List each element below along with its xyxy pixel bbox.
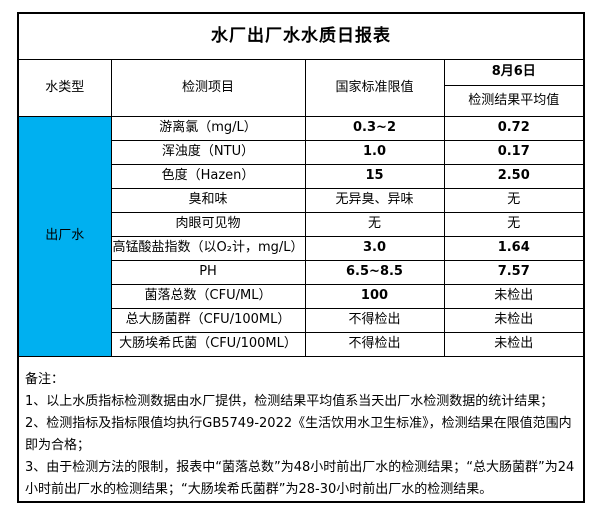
limit-cell: 不得检出 bbox=[304, 308, 445, 333]
item-cell: PH bbox=[110, 260, 306, 285]
table-row: 浑浊度（NTU） 1.0 0.17 bbox=[18, 140, 585, 165]
item-cell: 游离氯（mg/L） bbox=[110, 116, 306, 141]
result-cell: 无 bbox=[443, 188, 585, 213]
table-row: PH 6.5~8.5 7.57 bbox=[18, 260, 585, 285]
item-cell: 高锰酸盐指数（以O₂计，mg/L） bbox=[110, 236, 306, 261]
table-row: 总大肠菌群（CFU/100ML） 不得检出 未检出 bbox=[18, 308, 585, 333]
table-row: 菌落总数（CFU/ML） 100 未检出 bbox=[18, 284, 585, 309]
table-row: 色度（Hazen） 15 2.50 bbox=[18, 164, 585, 189]
item-cell: 臭和味 bbox=[110, 188, 306, 213]
result-cell: 7.57 bbox=[443, 260, 585, 285]
table-row: 高锰酸盐指数（以O₂计，mg/L） 3.0 1.64 bbox=[18, 236, 585, 261]
notes-cell: 备注： 1、以上水质指标检测数据由水厂提供，检测结果平均值系当天出厂水检测数据的… bbox=[17, 356, 585, 503]
table-row: 大肠埃希氏菌（CFU/100ML） 不得检出 未检出 bbox=[18, 332, 585, 357]
water-type-cell: 出厂水 bbox=[17, 116, 112, 357]
table-row: 肉眼可见物无无 bbox=[18, 212, 585, 237]
table-row: 臭和味 无异臭、异味无 bbox=[18, 188, 585, 213]
page-title: 水厂出厂水水质日报表 bbox=[17, 12, 585, 60]
limit-cell: 无异臭、异味 bbox=[304, 188, 445, 213]
table-row: 出厂水 游离氯（mg/L） 0.3~2 0.72 bbox=[17, 116, 585, 357]
col-header-result: 检测结果平均值 bbox=[443, 85, 585, 117]
col-header-limit: 国家标准限值 bbox=[304, 59, 445, 117]
item-cell: 色度（Hazen） bbox=[110, 164, 306, 189]
header-row: 水类型 检测项目 国家标准限值 8月6日 bbox=[17, 59, 585, 117]
result-cell: 1.64 bbox=[443, 236, 585, 261]
limit-cell: 1.0 bbox=[304, 140, 445, 165]
limit-cell: 0.3~2 bbox=[304, 116, 445, 141]
item-cell: 肉眼可见物 bbox=[110, 212, 306, 237]
limit-cell: 100 bbox=[304, 284, 445, 309]
item-cell: 浑浊度（NTU） bbox=[110, 140, 306, 165]
result-cell: 未检出 bbox=[443, 308, 585, 333]
col-header-item: 检测项目 bbox=[110, 59, 306, 117]
result-cell: 2.50 bbox=[443, 164, 585, 189]
note-item-3: 3、由于检测方法的限制，报表中“菌落总数”为48小时前出厂水的检测结果；“总大肠… bbox=[25, 460, 575, 497]
limit-cell: 无 bbox=[304, 212, 445, 237]
header-subrow: 检测结果平均值 bbox=[18, 85, 585, 117]
col-header-water-type: 水类型 bbox=[17, 59, 112, 117]
notes-row: 备注： 1、以上水质指标检测数据由水厂提供，检测结果平均值系当天出厂水检测数据的… bbox=[17, 356, 585, 503]
result-cell: 未检出 bbox=[443, 332, 585, 357]
limit-cell: 6.5~8.5 bbox=[304, 260, 445, 285]
result-cell: 0.72 bbox=[443, 116, 585, 141]
result-cell: 0.17 bbox=[443, 140, 585, 165]
note-item-2: 2、检测指标及指标限值均执行GB5749-2022《生活饮用水卫生标准》，检测结… bbox=[25, 416, 572, 453]
data-rows: 出厂水 游离氯（mg/L） 0.3~2 0.72 浑浊度（NTU） 1.0 0.17 色度（H… bbox=[17, 116, 585, 357]
item-cell: 菌落总数（CFU/ML） bbox=[110, 284, 306, 309]
limit-cell: 3.0 bbox=[304, 236, 445, 261]
result-cell: 未检出 bbox=[443, 284, 585, 309]
water-quality-table: 水厂出厂水水质日报表 水类型 检测项目 国家标准限值 8月6日 检测结果平均值 … bbox=[17, 12, 585, 503]
item-cell: 总大肠菌群（CFU/100ML） bbox=[110, 308, 306, 333]
title-row: 水厂出厂水水质日报表 bbox=[17, 12, 585, 60]
result-cell: 无 bbox=[443, 212, 585, 237]
limit-cell: 不得检出 bbox=[304, 332, 445, 357]
col-header-date: 8月6日 bbox=[443, 59, 585, 86]
notes-title: 备注： bbox=[25, 372, 65, 387]
item-cell: 大肠埃希氏菌（CFU/100ML） bbox=[110, 332, 306, 357]
note-item-1: 1、以上水质指标检测数据由水厂提供，检测结果平均值系当天出厂水检测数据的统计结果… bbox=[25, 394, 554, 409]
limit-cell: 15 bbox=[304, 164, 445, 189]
